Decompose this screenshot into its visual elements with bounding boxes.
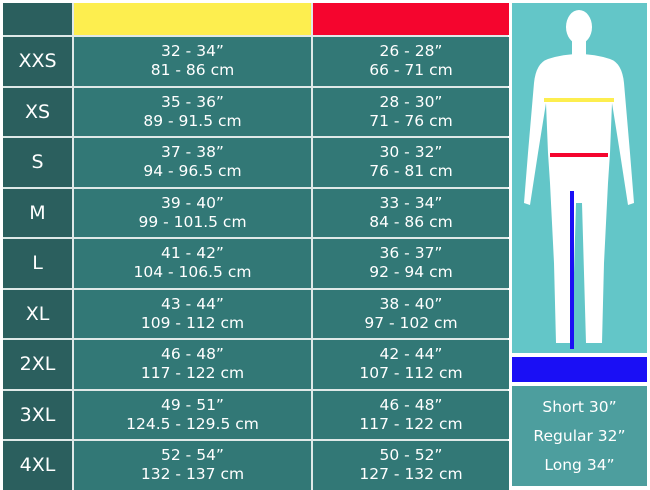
chest-inches: 49 - 51” [161,395,224,414]
waist-cell: 50 - 52” 127 - 132 cm [313,441,509,490]
waist-cm: 84 - 86 cm [369,212,453,231]
chest-cm: 132 - 137 cm [140,465,245,484]
waist-cm: 76 - 81 cm [369,162,453,181]
waist-inches: 42 - 44” [379,345,443,364]
chest-inches: 46 - 48” [161,345,224,364]
inseam-long: Long 34” [544,456,615,475]
waist-cm: 117 - 122 cm [359,414,463,433]
size-label: 3XL [3,390,72,439]
waist-cm: 97 - 102 cm [364,313,458,332]
waist-cm: 71 - 76 cm [369,111,453,130]
chest-inches: 52 - 54” [161,446,224,465]
chest-inches: 35 - 36” [161,92,224,111]
waist-cm: 92 - 94 cm [369,263,453,282]
size-label: S [3,138,72,187]
size-label: L [3,239,72,288]
chest-line [544,98,614,102]
chest-cell: 49 - 51” 124.5 - 129.5 cm [74,390,311,439]
chest-inches: 41 - 42” [161,244,224,263]
chest-cell: 46 - 48” 117 - 122 cm [74,340,311,389]
waist-inches: 33 - 34” [379,193,443,212]
waist-cell: 38 - 40” 97 - 102 cm [313,289,509,338]
waist-cell: 33 - 34” 84 - 86 cm [313,188,509,237]
inseam-lengths: Short 30” Regular 32” Long 34” [512,386,647,486]
waist-cell: 30 - 32” 76 - 81 cm [313,138,509,187]
body-silhouette-icon [524,10,634,343]
size-table: XXS 32 - 34” 81 - 86 cm 26 - 28” 66 - 71 c… [3,3,509,490]
inseam-color-bar [512,357,647,382]
chest-cell: 39 - 40” 99 - 101.5 cm [74,188,311,237]
inseam-short: Short 30” [542,397,617,416]
header-size [3,3,72,35]
chest-cell: 41 - 42” 104 - 106.5 cm [74,239,311,288]
header-waist-color [313,3,509,35]
header-chest-color [74,3,311,35]
size-label: 4XL [3,441,72,490]
chest-cm: 104 - 106.5 cm [133,263,252,282]
chest-cm: 109 - 112 cm [140,313,245,332]
waist-cm: 127 - 132 cm [359,465,463,484]
waist-cell: 36 - 37” 92 - 94 cm [313,239,509,288]
chest-cm: 99 - 101.5 cm [138,212,247,231]
chest-inches: 37 - 38” [161,143,224,162]
waist-cell: 26 - 28” 66 - 71 cm [313,37,509,86]
inseam-line [570,191,574,349]
chest-cell: 43 - 44” 109 - 112 cm [74,289,311,338]
chest-inches: 43 - 44” [161,294,224,313]
waist-cell: 28 - 30” 71 - 76 cm [313,87,509,136]
chest-cm: 117 - 122 cm [140,364,245,383]
waist-cm: 66 - 71 cm [369,61,453,80]
waist-inches: 26 - 28” [379,42,443,61]
chest-cell: 35 - 36” 89 - 91.5 cm [74,87,311,136]
waist-inches: 28 - 30” [379,92,443,111]
waist-cell: 46 - 48” 117 - 122 cm [313,390,509,439]
chest-inches: 32 - 34” [161,42,224,61]
waist-inches: 46 - 48” [379,395,443,414]
body-diagram [512,3,647,353]
waist-cm: 107 - 112 cm [359,364,463,383]
chest-cm: 94 - 96.5 cm [143,162,242,181]
chest-cm: 81 - 86 cm [150,61,235,80]
waist-inches: 38 - 40” [379,294,443,313]
size-label: XL [3,289,72,338]
waist-line [550,153,608,157]
size-label: XXS [3,37,72,86]
waist-cell: 42 - 44” 107 - 112 cm [313,340,509,389]
size-label: 2XL [3,340,72,389]
waist-inches: 50 - 52” [379,446,443,465]
inseam-regular: Regular 32” [533,426,626,445]
waist-inches: 30 - 32” [379,143,443,162]
chest-cm: 89 - 91.5 cm [143,111,242,130]
chest-cell: 37 - 38” 94 - 96.5 cm [74,138,311,187]
chest-cm: 124.5 - 129.5 cm [126,414,259,433]
chest-cell: 52 - 54” 132 - 137 cm [74,441,311,490]
size-label: XS [3,87,72,136]
chest-inches: 39 - 40” [161,193,224,212]
chest-cell: 32 - 34” 81 - 86 cm [74,37,311,86]
size-label: M [3,188,72,237]
waist-inches: 36 - 37” [379,244,443,263]
